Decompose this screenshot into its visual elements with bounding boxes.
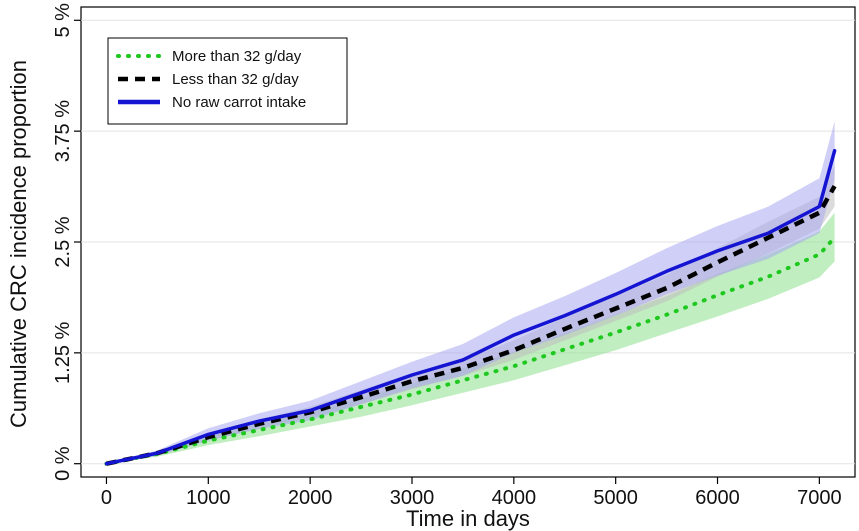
x-tick-label: 6000 (695, 487, 740, 509)
series-lines (104, 148, 837, 466)
x-axis-title: Time in days (406, 506, 530, 531)
legend: More than 32 g/day Less than 32 g/day No… (107, 37, 348, 125)
x-tick-label: 1000 (186, 487, 231, 509)
x-axis: 0 1000 2000 3000 4000 5000 6000 7000 (101, 477, 842, 509)
y-axis: 0 % 1.25 % 2.5 % 3.75 % 5 % (52, 3, 81, 481)
x-tick-label: 0 (101, 487, 112, 509)
y-axis-title: Cumulative CRC incidence proportion (6, 60, 31, 428)
x-tick-label: 5000 (593, 487, 638, 509)
legend-label-none: No raw carrot intake (172, 94, 306, 111)
y-tick-label: 5 % (52, 3, 74, 38)
x-tick-label: 3000 (390, 487, 435, 509)
legend-box (107, 37, 348, 125)
series-line-0 (104, 235, 837, 466)
y-tick-label: 3.75 % (52, 100, 74, 162)
y-tick-label: 1.25 % (52, 321, 74, 383)
x-tick-label: 4000 (492, 487, 537, 509)
series-line-1 (106, 184, 837, 466)
y-tick-label: 0 % (52, 446, 74, 481)
series-line-2 (104, 148, 837, 466)
y-tick-label: 2.5 % (52, 216, 74, 267)
legend-label-less: Less than 32 g/day (172, 71, 299, 88)
x-tick-label: 2000 (288, 487, 333, 509)
legend-label-more: More than 32 g/day (172, 48, 302, 65)
x-tick-label: 7000 (797, 487, 842, 509)
